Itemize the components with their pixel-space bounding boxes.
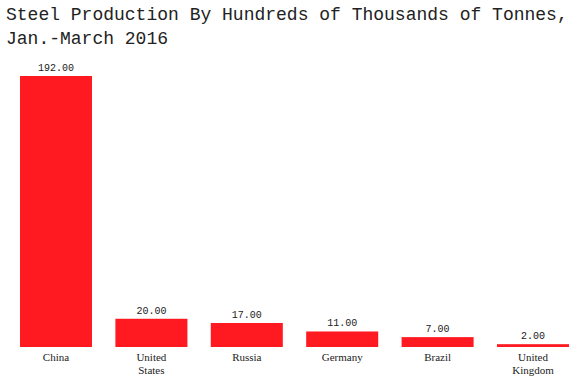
x-tick-label: Germany xyxy=(322,351,363,363)
x-tick-label: Russia xyxy=(232,351,261,363)
bars xyxy=(20,76,569,347)
data-labels: 192.00 20.00 17.00 11.00 7.00 2.00 xyxy=(38,63,545,342)
data-label: 17.00 xyxy=(232,310,262,321)
x-tick-label-line: United xyxy=(136,351,166,363)
bar xyxy=(115,319,187,347)
chart-title: Steel Production By Hundreds of Thousand… xyxy=(6,5,568,49)
x-tick-label-line: Kingdom xyxy=(512,364,554,376)
x-tick-label-line: United xyxy=(518,351,548,363)
data-label: 2.00 xyxy=(521,331,545,342)
bar xyxy=(211,323,283,347)
x-tick-label-line: Germany xyxy=(322,351,363,363)
bar xyxy=(306,331,378,347)
x-tick-label: Brazil xyxy=(424,351,451,363)
bar xyxy=(497,344,569,347)
data-label: 11.00 xyxy=(327,318,357,329)
x-tick-label: China xyxy=(43,351,69,363)
data-label: 7.00 xyxy=(426,324,450,335)
title-line: Steel Production By Hundreds of Thousand… xyxy=(6,5,568,25)
chart-svg: Steel Production By Hundreds of Thousand… xyxy=(0,0,581,384)
title-line: Jan.-March 2016 xyxy=(6,29,168,49)
x-tick-label-line: China xyxy=(43,351,69,363)
bar xyxy=(20,76,92,347)
x-axis: ChinaUnitedStatesRussiaGermanyBrazilUnit… xyxy=(43,351,554,376)
x-tick-label-line: States xyxy=(138,364,164,376)
data-label: 192.00 xyxy=(38,63,74,74)
x-tick-label-line: Brazil xyxy=(424,351,451,363)
x-tick-label: UnitedStates xyxy=(136,351,166,376)
bar xyxy=(402,337,474,347)
x-tick-label-line: Russia xyxy=(232,351,261,363)
data-label: 20.00 xyxy=(136,306,166,317)
x-tick-label: UnitedKingdom xyxy=(512,351,554,376)
